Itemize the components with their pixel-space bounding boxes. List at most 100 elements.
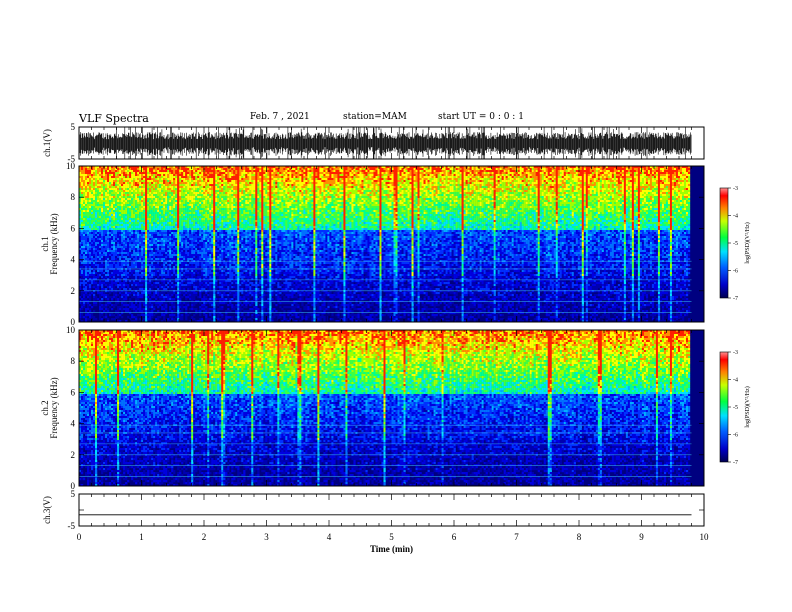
ch1-spectrogram-cell <box>105 244 107 246</box>
ch1-spectrogram-cell <box>109 306 111 308</box>
ch1-spectrogram-cell <box>107 234 109 236</box>
ch1-spectrogram-cell <box>99 204 101 206</box>
ch1-spectrogram-cell <box>113 180 115 182</box>
ch1-spectrogram-cell <box>105 252 107 254</box>
ch1-spectrogram-cell <box>139 208 141 210</box>
ch1-spectrogram-cell <box>125 176 127 178</box>
ch1-spectrogram-cell <box>81 294 83 296</box>
ch1-spectrogram-cell <box>129 274 131 276</box>
ch1-spectrogram-cell <box>91 234 93 236</box>
ch1-spectrogram-cell <box>101 202 103 204</box>
ch1-spectrogram-cell <box>167 212 169 214</box>
ch1-spectrogram-cell <box>97 236 99 238</box>
ch1-spectrogram-cell <box>153 186 155 188</box>
ch1-spectrogram-cell <box>113 182 115 184</box>
ch1-spectrogram-cell <box>161 196 163 198</box>
ch1-spectrogram-cell <box>97 286 99 288</box>
ch1-spectrogram-cell <box>161 224 163 226</box>
ch1-spectrogram-cell <box>85 202 87 204</box>
ch1-spectrogram-cell <box>87 222 89 224</box>
ch1-spectrogram-cell <box>161 176 163 178</box>
ch1-spectrogram-cell <box>159 244 161 246</box>
ch1-spectrogram-cell <box>121 234 123 236</box>
ch1-spectrogram-cell <box>81 256 83 258</box>
ch1-spectrogram-cell <box>151 178 153 180</box>
ch1-spectrogram-cell <box>87 306 89 308</box>
ch1-spectrogram-cell <box>81 284 83 286</box>
ch1-spectrogram-cell <box>129 222 131 224</box>
ch1-spectrogram-cell <box>87 224 89 226</box>
ch1-spectrogram-cell <box>93 274 95 276</box>
ch1-spectrogram-cell <box>137 184 139 186</box>
ch1-spectrogram-cell <box>133 304 135 306</box>
ch1-spectrogram-cell <box>149 196 151 198</box>
ch1-spectrogram-cell <box>137 310 139 312</box>
ch1-spectrogram-cell <box>153 262 155 264</box>
ch1-spectrogram-cell <box>149 242 151 244</box>
ch1-spectrogram-cell <box>135 204 137 206</box>
ch1-spectrogram-cell <box>127 198 129 200</box>
ch1-spectrogram-cell <box>87 248 89 250</box>
ch1-spectrogram-cell <box>87 220 89 222</box>
ch1-spectrogram-cell <box>157 282 159 284</box>
ch1-spectrogram-cell <box>111 290 113 292</box>
ch1-spectrogram-cell <box>159 192 161 194</box>
ch1-spectrogram-cell <box>141 176 143 178</box>
ch1-spectrogram-cell <box>83 224 85 226</box>
ch1-spectrogram-cell <box>109 198 111 200</box>
ch1-spectrogram-cell <box>87 186 89 188</box>
ch1-spectrogram-cell <box>87 230 89 232</box>
ch1-spectrogram-cell <box>129 304 131 306</box>
ch1-spectrogram-cell <box>131 256 133 258</box>
ch1-spectrogram-cell <box>107 246 109 248</box>
ch1-spectrogram-cell <box>165 274 167 276</box>
ch1-spectrogram-cell <box>109 256 111 258</box>
ch1-spectrogram-cell <box>87 296 89 298</box>
ch1-spectrogram-cell <box>127 272 129 274</box>
ch1-spectrogram-cell <box>115 244 117 246</box>
ch1-spectrogram-cell <box>167 298 169 300</box>
ch1-spectrogram-cell <box>81 188 83 190</box>
ch1-spectrogram-cell <box>151 294 153 296</box>
ch1-spectrogram-cell <box>113 282 115 284</box>
ch1-spectrogram-cell <box>153 266 155 268</box>
ch1-spectrogram-cell <box>117 178 119 180</box>
ch1-spectrogram-cell <box>147 290 149 292</box>
ch1-spectrogram-cell <box>107 208 109 210</box>
ch1-spectrogram-cell <box>91 228 93 230</box>
ch1-spectrogram-cell <box>159 190 161 192</box>
ch1-spectrogram-cell <box>131 210 133 212</box>
ch1-spectrogram-cell <box>109 252 111 254</box>
ch1-spectrogram-cell <box>101 182 103 184</box>
ch1-spectrogram-cell <box>83 292 85 294</box>
ch1-spectrogram-cell <box>167 274 169 276</box>
ch1-spectrogram-cell <box>169 170 171 172</box>
ch1-spectrogram-cell <box>153 232 155 234</box>
ch1-spectrogram-cell <box>151 182 153 184</box>
ch1-spectrogram-cell <box>121 308 123 310</box>
ch1-spectrogram-cell <box>101 312 103 314</box>
ch1-spectrogram-cell <box>155 208 157 210</box>
ch1-spectrogram-cell <box>107 282 109 284</box>
ch1-spectrogram-cell <box>143 314 145 316</box>
ch1-spectrogram-cell <box>95 242 97 244</box>
ch1-spectrogram-cell <box>121 168 123 170</box>
ch1-spectrogram-cell <box>139 230 141 232</box>
ch1-spectrogram-cell <box>141 274 143 276</box>
ch1-spectrogram-cell <box>133 264 135 266</box>
ch1-spectrogram-cell <box>167 248 169 250</box>
ch1-spectrogram-cell <box>81 198 83 200</box>
ch1-spectrogram-cell <box>159 184 161 186</box>
ch1-spectrogram-cell <box>165 252 167 254</box>
ch1-spectrogram-cell <box>129 270 131 272</box>
ch1-spectrogram-cell <box>97 262 99 264</box>
ch1-spectrogram-cell <box>83 294 85 296</box>
ch1-spectrogram-cell <box>107 192 109 194</box>
ch1-spectrogram-cell <box>95 262 97 264</box>
ch1-spectrogram-cell <box>101 178 103 180</box>
ch1-spectrogram-cell <box>147 216 149 218</box>
ch1-spectrogram-cell <box>89 208 91 210</box>
ch1-spectrogram-cell <box>85 242 87 244</box>
ch1-spectrogram-cell <box>145 214 147 216</box>
